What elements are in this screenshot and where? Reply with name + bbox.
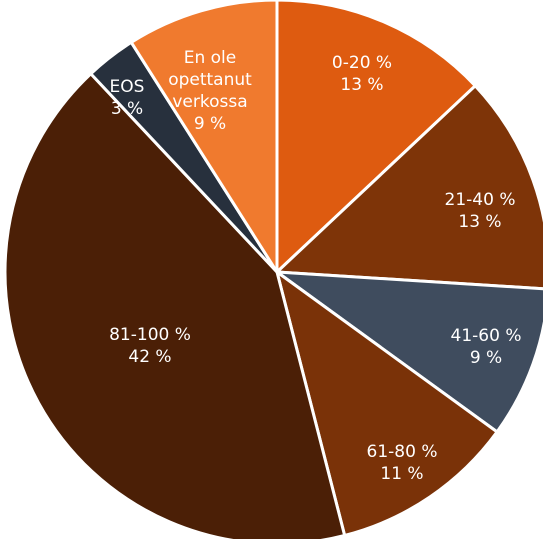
- pie-label-value: 11 %: [380, 464, 423, 484]
- pie-slice-61-80: [274, 268, 500, 538]
- pie-label-value: 9 %: [470, 348, 502, 368]
- pie-label-value: 9 %: [194, 114, 226, 134]
- pie-label-21-40: 21-40 % 13 %: [445, 190, 516, 232]
- pie-label-value: 13 %: [458, 212, 501, 232]
- pie-label-41-60: 41-60 % 9 %: [451, 326, 522, 368]
- pie-label-category: 81-100 %: [109, 325, 191, 345]
- pie-label-category: 21-40 %: [445, 190, 516, 210]
- pie-label-category: 41-60 %: [451, 326, 522, 346]
- pie-slice-81-100: [3, 71, 347, 539]
- pie-label-category: opettanut: [168, 70, 252, 90]
- pie-label-0-20: 0-20 % 13 %: [332, 53, 392, 95]
- pie-label-81-100: 81-100 % 42 %: [109, 325, 191, 367]
- pie-slices: [3, 0, 543, 539]
- pie-label-value: 42 %: [128, 347, 171, 367]
- pie-label-category: verkossa: [172, 92, 247, 112]
- pie-label-value: 13 %: [340, 75, 383, 95]
- pie-slice-41-60: [271, 270, 543, 434]
- pie-label-61-80: 61-80 % 11 %: [367, 442, 438, 484]
- pie-slice-en-ole: [129, 0, 279, 278]
- pie-slice-0-20: [275, 0, 478, 276]
- pie-labels: 0-20 % 13 %21-40 % 13 %41-60 % 9 %61-80 % 11…: [109, 48, 521, 484]
- pie-slice-21-40: [273, 83, 543, 291]
- pie-label-category: En ole: [184, 48, 237, 68]
- pie-label-en-ole: En ole opettanut verkossa 9 %: [168, 48, 252, 134]
- pie-label-value: 3 %: [111, 99, 143, 119]
- pie-label-category: 61-80 %: [367, 442, 438, 462]
- pie-label-eos: EOS 3 %: [110, 77, 145, 119]
- pie-label-category: 0-20 %: [332, 53, 392, 73]
- pie-label-category: EOS: [110, 77, 145, 97]
